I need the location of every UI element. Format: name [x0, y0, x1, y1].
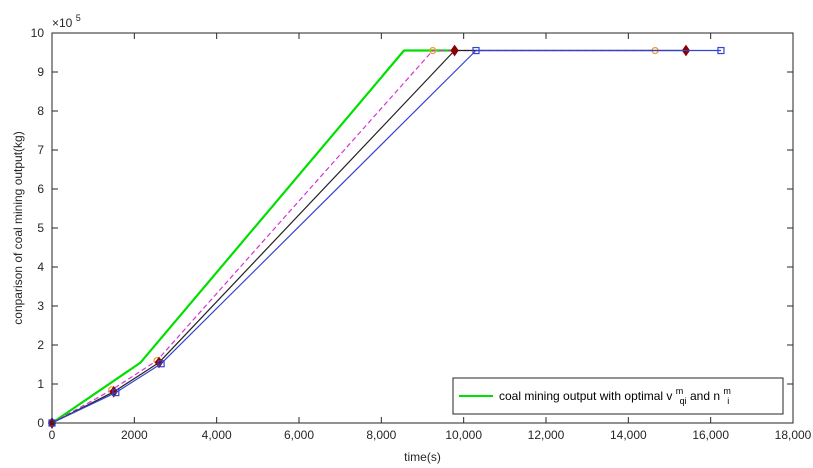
x-tick-label: 2000 — [121, 428, 148, 442]
y-axis-exponent: ×10 5 — [52, 13, 81, 30]
y-tick-label: 1 — [37, 377, 44, 391]
x-tick-label: 4,000 — [202, 428, 232, 442]
legend-label: coal mining output with optimal v m qi a… — [499, 383, 734, 407]
y-tick-label: 2 — [37, 338, 44, 352]
legend: coal mining output with optimal v m qi a… — [452, 377, 784, 415]
y-exponent-base: ×10 — [52, 16, 73, 30]
x-tick-label: 12,000 — [528, 428, 565, 442]
data-point — [429, 46, 437, 55]
x-tick-label: 6,000 — [284, 428, 314, 442]
ticks-layer: 0 2000 4,000 6,000 8,000 10,000 12,000 14,000 16… — [31, 26, 812, 442]
data-point — [112, 388, 120, 397]
series-line — [51, 49, 454, 424]
series-line — [51, 49, 721, 424]
plot-background — [52, 33, 793, 423]
legend-n-sub: i — [727, 396, 729, 406]
legend-box — [452, 377, 784, 415]
x-tick-label: 14,000 — [610, 428, 647, 442]
y-tick-label: 7 — [37, 143, 44, 157]
legend-prefix: coal mining output with optimal v — [499, 389, 672, 403]
data-point — [472, 46, 480, 55]
y-tick-label: 0 — [37, 416, 44, 430]
legend-v-sup: m — [676, 386, 684, 396]
data-point — [450, 44, 459, 57]
x-tick-label: 8,000 — [366, 428, 396, 442]
y-axis-label: conparison of coal mining output(kg) — [11, 131, 25, 324]
y-tick-label: 10 — [31, 26, 45, 40]
y-exponent-power: 5 — [76, 13, 81, 23]
y-tick-label: 6 — [37, 182, 44, 196]
legend-n-sup: m — [723, 386, 731, 396]
data-point — [157, 360, 165, 368]
x-tick-label: 0 — [49, 428, 56, 442]
x-tick-label: 10,000 — [445, 428, 482, 442]
legend-middle: and n — [690, 389, 720, 403]
y-tick-label: 9 — [37, 65, 44, 79]
plot-area: 0 2000 4,000 6,000 8,000 10,000 12,000 14,000 16… — [31, 26, 812, 442]
y-tick-label: 8 — [37, 104, 44, 118]
y-tick-label: 5 — [37, 221, 44, 235]
data-point — [717, 46, 725, 55]
y-tick-label: 3 — [37, 299, 44, 313]
x-axis-label: time(s) — [404, 450, 441, 464]
legend-v-sub: qi — [680, 396, 687, 406]
y-tick-label: 4 — [37, 260, 44, 274]
x-tick-label: 16,000 — [692, 428, 729, 442]
x-tick-label: 18,000 — [775, 428, 812, 442]
